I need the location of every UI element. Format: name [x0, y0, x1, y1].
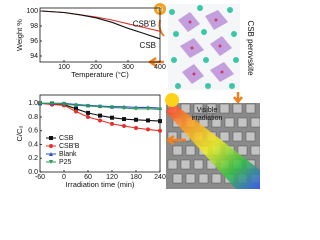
y-tick-label: 1.0: [28, 100, 38, 107]
legend-label: CSB'B: [59, 143, 80, 150]
particle: [211, 173, 222, 184]
y-tick-label: 96: [30, 38, 38, 45]
series-label: CSB'B: [133, 19, 156, 28]
particle: [219, 103, 230, 114]
legend-marker: [49, 136, 53, 140]
particle: [185, 145, 196, 156]
marker: [122, 123, 126, 128]
legend-label: P25: [59, 159, 72, 166]
sun: [165, 93, 179, 107]
marker: [38, 101, 42, 106]
marker: [74, 103, 78, 108]
plot-frame: [39, 7, 161, 63]
marker: [146, 106, 150, 111]
marker: [110, 121, 114, 126]
graphical-abstract: Bi CSB perovskite Visible irradiation 10…: [15, 3, 260, 189]
legend-marker: [49, 144, 53, 148]
marker: [122, 117, 126, 122]
marker: [98, 104, 102, 109]
marker: [74, 106, 78, 111]
marker: [122, 106, 126, 111]
particle: [232, 103, 243, 114]
left-arrow: [165, 134, 186, 146]
x-tick-label: 100: [58, 64, 70, 71]
marker: [86, 104, 90, 108]
y-tick-label: 0.2: [28, 155, 38, 162]
particle: [198, 173, 209, 184]
y-axis-label: Weight %: [15, 19, 24, 51]
y-tick-label: 98: [30, 23, 38, 30]
marker: [98, 118, 102, 123]
particle: [237, 145, 248, 156]
y-axis-label: C/C₀: [15, 125, 24, 141]
y-tick-label: 100: [26, 8, 38, 15]
marker: [158, 107, 162, 112]
particle: [193, 103, 204, 114]
marker: [134, 106, 138, 111]
marker: [134, 117, 138, 122]
particle: [224, 117, 235, 128]
marker: [134, 126, 138, 130]
legend-label: Blank: [59, 151, 77, 158]
x-tick-label: 400: [154, 64, 166, 71]
particle: [180, 159, 191, 170]
particle: [232, 131, 243, 142]
legend-label: CSB: [59, 135, 74, 142]
y-tick-label: 0.8: [28, 114, 38, 121]
particle: [167, 159, 178, 170]
particle: [237, 117, 248, 128]
marker: [110, 105, 114, 110]
particle: [245, 131, 256, 142]
y-tick-label: 0.0: [28, 169, 38, 176]
legend-marker: [49, 160, 53, 164]
particle: [245, 103, 256, 114]
particle: [172, 173, 183, 184]
particle: [250, 145, 260, 156]
structure-label: CSB perovskite: [246, 20, 255, 76]
series-label: CSB: [140, 41, 156, 50]
marker: [146, 127, 150, 132]
crystal-structure: [168, 4, 240, 90]
x-tick-label: 120: [106, 174, 118, 181]
particle: [250, 117, 260, 128]
marker: [86, 115, 90, 119]
y-tick-label: 0.4: [28, 141, 38, 148]
particle: [206, 103, 217, 114]
marker: [62, 101, 66, 106]
light-label: Visible: [197, 107, 218, 114]
plot-frame: [39, 94, 161, 173]
x-tick-label: -60: [35, 174, 45, 181]
x-axis-label: Irradiation time (min): [66, 180, 135, 189]
marker: [146, 118, 150, 123]
x-tick-label: 300: [122, 64, 134, 71]
particle: [185, 173, 196, 184]
particle: [211, 117, 222, 128]
marker: [110, 115, 114, 120]
x-axis-label: Temperature (°C): [71, 70, 129, 79]
marker: [158, 119, 162, 124]
x-tick-label: 0: [62, 174, 66, 181]
series-line: [41, 10, 161, 40]
marker: [86, 110, 90, 115]
marker: [158, 128, 162, 133]
legend-marker: [49, 152, 53, 156]
marker: [50, 101, 54, 106]
marker: [98, 113, 102, 118]
light-beam: [166, 102, 260, 189]
x-tick-label: 60: [84, 174, 92, 181]
down-arrow: [233, 92, 243, 105]
y-tick-label: 94: [30, 53, 38, 60]
particle: [193, 159, 204, 170]
x-tick-label: 200: [90, 64, 102, 71]
particle: [219, 131, 230, 142]
y-tick-label: 0.6: [28, 128, 38, 135]
x-tick-label: 180: [130, 174, 142, 181]
x-tick-label: 240: [154, 174, 166, 181]
marker: [74, 109, 78, 114]
light-label: irradiation: [192, 115, 223, 122]
particle: [172, 145, 183, 156]
